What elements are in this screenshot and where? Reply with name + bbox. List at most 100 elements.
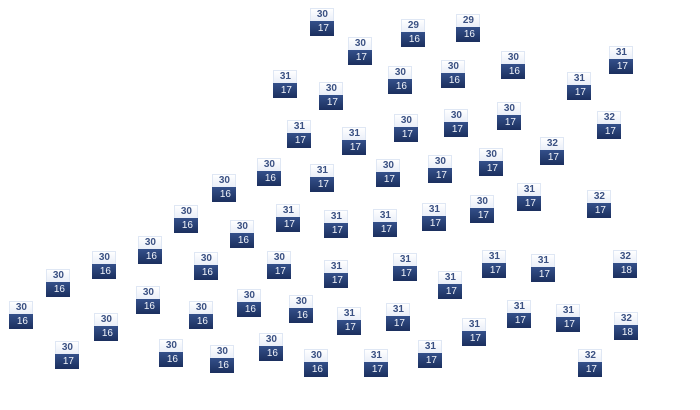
weather-marker[interactable]: 30 16 [94,313,118,341]
weather-marker[interactable]: 30 16 [159,339,183,367]
weather-marker[interactable]: 30 17 [497,102,521,130]
low-temperature: 16 [212,187,236,202]
weather-marker[interactable]: 31 17 [517,183,541,211]
low-temperature: 17 [470,208,494,223]
weather-marker[interactable]: 30 16 [501,51,525,79]
high-temperature: 29 [401,19,425,32]
weather-marker[interactable]: 30 17 [55,341,79,369]
weather-marker[interactable]: 30 16 [136,286,160,314]
weather-marker[interactable]: 31 17 [364,349,388,377]
low-temperature: 17 [418,353,442,368]
weather-marker[interactable]: 32 17 [540,137,564,165]
high-temperature: 31 [422,203,446,216]
weather-marker[interactable]: 30 17 [310,8,334,36]
low-temperature: 17 [462,331,486,346]
weather-marker[interactable]: 31 17 [567,72,591,100]
weather-marker[interactable]: 32 17 [578,349,602,377]
weather-marker[interactable]: 31 17 [273,70,297,98]
low-temperature: 16 [401,32,425,47]
weather-marker[interactable]: 30 16 [46,269,70,297]
weather-marker[interactable]: 31 17 [287,120,311,148]
weather-marker[interactable]: 31 17 [438,271,462,299]
weather-marker[interactable]: 30 16 [9,301,33,329]
weather-marker[interactable]: 31 17 [276,204,300,232]
high-temperature: 30 [92,251,116,264]
weather-marker[interactable]: 31 17 [609,46,633,74]
weather-marker[interactable]: 32 18 [614,312,638,340]
low-temperature: 17 [393,266,417,281]
high-temperature: 30 [174,205,198,218]
weather-marker[interactable]: 30 17 [428,155,452,183]
weather-marker[interactable]: 30 16 [304,349,328,377]
low-temperature: 16 [456,27,480,42]
weather-marker[interactable]: 29 16 [456,14,480,42]
low-temperature: 16 [174,218,198,233]
weather-marker[interactable]: 31 17 [342,127,366,155]
weather-marker[interactable]: 31 17 [507,300,531,328]
low-temperature: 17 [394,127,418,142]
high-temperature: 32 [613,250,637,263]
weather-marker[interactable]: 30 17 [319,82,343,110]
high-temperature: 31 [287,120,311,133]
weather-marker[interactable]: 30 16 [259,333,283,361]
weather-marker[interactable]: 30 17 [479,148,503,176]
low-temperature: 17 [422,216,446,231]
weather-marker[interactable]: 31 17 [373,209,397,237]
weather-marker[interactable]: 30 16 [257,158,281,186]
high-temperature: 30 [479,148,503,161]
weather-marker[interactable]: 31 17 [337,307,361,335]
high-temperature: 31 [507,300,531,313]
weather-marker[interactable]: 31 17 [324,260,348,288]
weather-marker[interactable]: 29 16 [401,19,425,47]
low-temperature: 16 [92,264,116,279]
weather-marker[interactable]: 32 18 [613,250,637,278]
weather-marker[interactable]: 30 17 [376,159,400,187]
high-temperature: 30 [267,251,291,264]
weather-marker[interactable]: 30 16 [210,345,234,373]
weather-marker[interactable]: 31 17 [393,253,417,281]
high-temperature: 31 [276,204,300,217]
weather-marker[interactable]: 30 17 [444,109,468,137]
weather-marker[interactable]: 30 16 [212,174,236,202]
weather-marker[interactable]: 30 17 [470,195,494,223]
weather-marker[interactable]: 30 16 [189,301,213,329]
weather-marker[interactable]: 30 16 [237,289,261,317]
high-temperature: 30 [470,195,494,208]
high-temperature: 31 [324,260,348,273]
weather-marker[interactable]: 31 17 [462,318,486,346]
low-temperature: 17 [497,115,521,130]
weather-marker[interactable]: 30 17 [394,114,418,142]
weather-marker[interactable]: 30 16 [388,66,412,94]
high-temperature: 30 [237,289,261,302]
high-temperature: 30 [441,60,465,73]
weather-marker[interactable]: 30 16 [441,60,465,88]
weather-marker[interactable]: 32 17 [587,190,611,218]
weather-marker[interactable]: 30 16 [138,236,162,264]
weather-marker[interactable]: 30 17 [348,37,372,65]
weather-marker[interactable]: 31 17 [556,304,580,332]
weather-marker[interactable]: 30 16 [92,251,116,279]
weather-marker[interactable]: 32 17 [597,111,621,139]
weather-marker[interactable]: 30 16 [230,220,254,248]
weather-marker[interactable]: 31 17 [310,164,334,192]
high-temperature: 32 [540,137,564,150]
low-temperature: 17 [479,161,503,176]
weather-marker[interactable]: 30 17 [267,251,291,279]
low-temperature: 17 [373,222,397,237]
high-temperature: 30 [428,155,452,168]
low-temperature: 16 [237,302,261,317]
high-temperature: 30 [55,341,79,354]
high-temperature: 31 [364,349,388,362]
weather-marker[interactable]: 31 17 [482,250,506,278]
weather-marker[interactable]: 31 17 [422,203,446,231]
weather-marker[interactable]: 31 17 [531,254,555,282]
weather-marker[interactable]: 31 17 [418,340,442,368]
weather-marker[interactable]: 30 16 [194,252,218,280]
weather-marker[interactable]: 31 17 [386,303,410,331]
weather-marker[interactable]: 31 17 [324,210,348,238]
weather-marker[interactable]: 30 16 [174,205,198,233]
low-temperature: 17 [324,223,348,238]
weather-marker[interactable]: 30 16 [289,295,313,323]
low-temperature: 17 [609,59,633,74]
high-temperature: 31 [337,307,361,320]
